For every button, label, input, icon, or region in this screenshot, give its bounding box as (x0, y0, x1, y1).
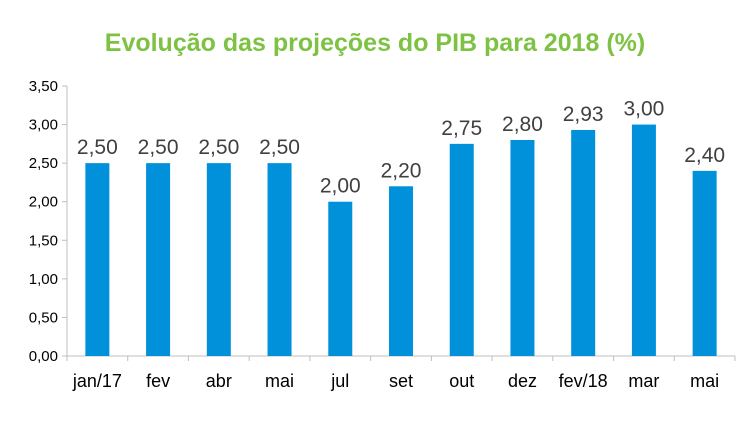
x-category-label: mai (265, 371, 294, 391)
data-label: 2,50 (198, 136, 239, 159)
bar (328, 201, 353, 356)
x-category-label: mai (690, 371, 719, 391)
x-category-label: abr (206, 371, 232, 391)
y-tick-label: 2,00 (29, 194, 58, 211)
bar (631, 124, 656, 356)
data-label: 3,00 (623, 98, 664, 121)
data-label: 2,75 (441, 117, 482, 140)
data-label: 2,00 (320, 175, 361, 198)
y-tick-label: 1,50 (29, 232, 58, 249)
bar (692, 170, 717, 356)
data-label: 2,80 (502, 113, 543, 136)
chart-title: Evolução das projeções do PIB para 2018 … (104, 29, 646, 57)
y-tick-label: 3,50 (29, 78, 58, 95)
x-category-label: out (449, 371, 474, 391)
bar (85, 163, 110, 356)
y-tick-label: 1,00 (29, 271, 58, 288)
x-category-label: mar (628, 371, 659, 391)
bar (571, 129, 596, 356)
data-label: 2,50 (259, 136, 300, 159)
x-category-label: set (389, 371, 413, 391)
data-label: 2,20 (381, 159, 422, 182)
data-label: 2,50 (138, 136, 179, 159)
x-category-label: jul (330, 371, 349, 391)
x-category-label: jan/17 (72, 371, 122, 391)
data-label: 2,50 (77, 136, 118, 159)
bar (206, 163, 231, 356)
bar (510, 140, 535, 356)
data-label: 2,40 (684, 144, 725, 167)
y-tick-label: 0,00 (29, 348, 58, 365)
y-tick-label: 2,50 (29, 155, 58, 172)
bar (267, 163, 292, 356)
bar (449, 143, 474, 356)
bar (146, 163, 171, 356)
bar (389, 186, 413, 356)
x-category-label: fev (146, 371, 170, 391)
x-category-label: dez (508, 371, 537, 391)
x-category-label: fev/18 (559, 371, 608, 391)
y-tick-label: 3,00 (29, 117, 58, 134)
y-tick-label: 0,50 (29, 309, 58, 326)
data-label: 2,93 (563, 103, 604, 126)
